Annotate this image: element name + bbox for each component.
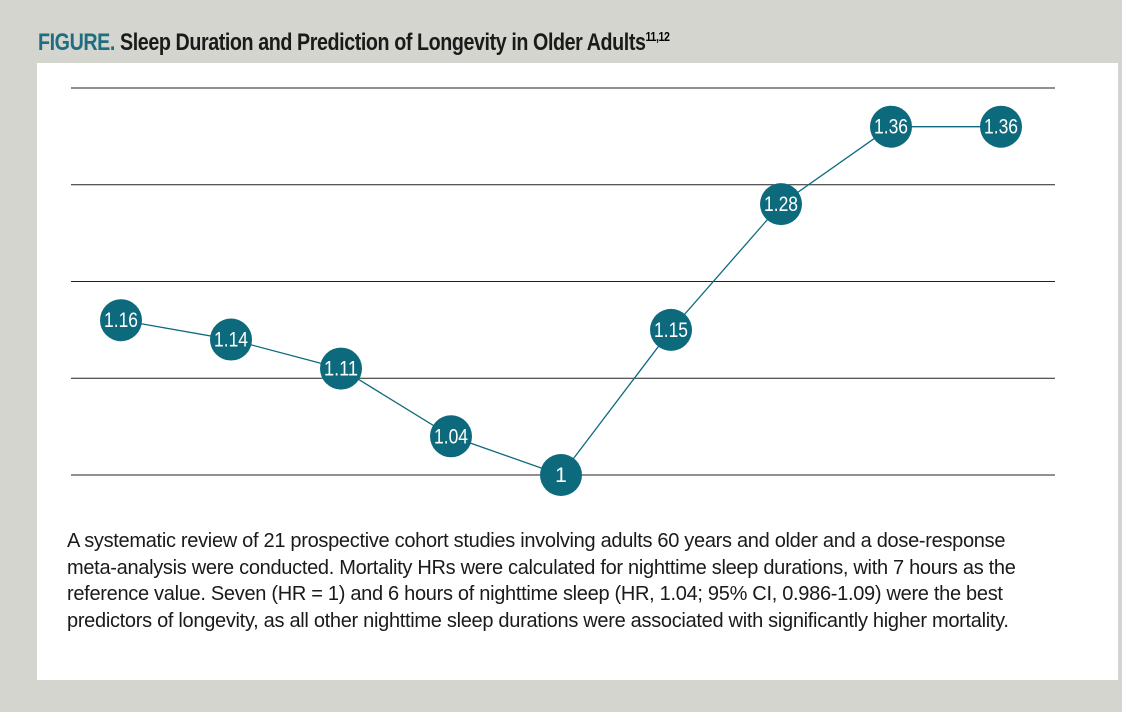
data-label: 1.04 bbox=[434, 425, 468, 448]
data-point: 1.36 bbox=[980, 105, 1022, 148]
data-point-marker bbox=[870, 105, 912, 148]
data-point: 1.14 bbox=[210, 318, 252, 361]
data-point: 1.36 bbox=[870, 105, 912, 148]
figure-panel: 1.16 1.14 1.11 1.04 1 1.15 1.28 1.36 1.36 A syst… bbox=[37, 63, 1118, 680]
data-point: 1 bbox=[540, 454, 582, 496]
data-point-marker bbox=[760, 183, 802, 226]
data-point: 1.28 bbox=[760, 183, 802, 226]
figure-caption: A systematic review of 21 prospective co… bbox=[67, 530, 1016, 632]
data-point-marker bbox=[100, 299, 142, 342]
data-point-marker bbox=[650, 308, 692, 351]
data-point-marker bbox=[320, 347, 362, 390]
data-label: 1.36 bbox=[874, 116, 908, 139]
data-label: 1 bbox=[555, 464, 567, 487]
data-label: 1.11 bbox=[324, 358, 358, 381]
figure-heading: Sleep Duration and Prediction of Longevi… bbox=[120, 29, 646, 56]
figure-references: 11,12 bbox=[645, 29, 670, 44]
data-point: 1.11 bbox=[320, 347, 362, 390]
data-point: 1.04 bbox=[430, 415, 472, 458]
data-label: 1.15 bbox=[654, 319, 688, 342]
data-point-marker bbox=[430, 415, 472, 458]
data-label: 1.14 bbox=[214, 329, 248, 352]
data-label: 1.36 bbox=[984, 116, 1018, 139]
data-point-marker bbox=[980, 105, 1022, 148]
series-line bbox=[120, 126, 1001, 476]
data-point-marker bbox=[210, 318, 252, 361]
line-chart: 1.16 1.14 1.11 1.04 1 1.15 1.28 1.36 1.36 bbox=[71, 87, 1055, 496]
figure-title: FIGURE. Sleep Duration and Prediction of… bbox=[38, 26, 670, 60]
data-point-marker bbox=[540, 454, 582, 496]
data-label: 1.16 bbox=[104, 309, 138, 332]
data-label: 1.28 bbox=[764, 193, 798, 216]
figure-label: FIGURE. bbox=[38, 29, 115, 56]
data-point: 1.16 bbox=[100, 299, 142, 342]
data-point: 1.15 bbox=[650, 308, 692, 351]
